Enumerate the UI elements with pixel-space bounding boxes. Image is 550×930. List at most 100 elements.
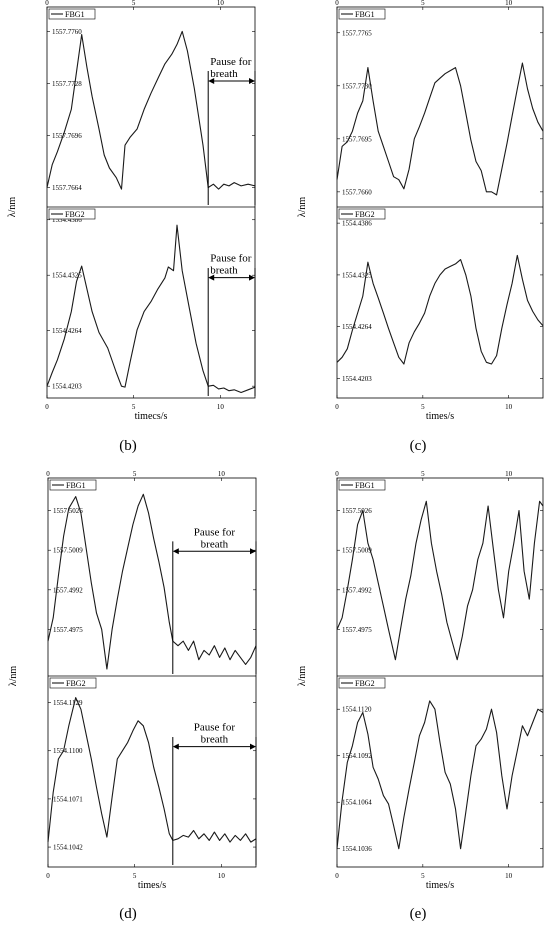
pause-arrowhead-right [250,548,256,555]
series-line-fbg1 [47,493,257,670]
y-tick-label: 1554.4264 [52,327,82,335]
legend-box [338,8,386,20]
legend-label: FBG1 [355,10,375,19]
y-tick-label: 1554.1092 [342,752,372,760]
x-tick-label: 10 [505,403,513,411]
y-tick-label: 1557.7728 [52,80,82,88]
panel-caption: (c) [410,438,427,454]
y-tick-label: 1557.7660 [342,188,372,196]
legend-box [49,479,97,491]
y-axis-label: λ/nm [297,197,308,218]
x-tick-label: 5 [133,872,137,880]
pause-arrowhead-right [249,78,255,84]
y-tick-label: 1554.4325 [342,271,372,279]
legend-label: FBG2 [355,679,375,688]
y-tick-label: 1557.4975 [342,626,372,634]
series-line-fbg1 [336,500,544,661]
y-tick-label: 1554.4203 [342,375,372,383]
x-axis-label: times/s [426,411,454,422]
y-tick-label: 1554.1100 [53,747,83,755]
pause-arrowhead-left [208,274,215,281]
annotation-line2: breath [201,538,229,550]
x-tick-label-top: 5 [132,0,136,7]
x-tick-label: 10 [505,872,513,880]
y-tick-label: 1557.4992 [342,586,372,594]
x-tick-label-top: 10 [217,0,225,7]
x-axis-label: timecs/s [135,411,168,422]
legend-label: FBG1 [66,481,86,490]
x-tick-label-top: 10 [218,470,226,478]
y-axis-label: λ/nm [8,666,19,687]
x-tick-label: 10 [217,403,225,411]
x-tick-label: 5 [421,872,425,880]
series-line-fbg2 [46,224,256,394]
y-tick-label: 1557.7760 [52,28,82,36]
x-tick-label-top: 0 [46,470,50,478]
x-tick-label: 0 [335,872,339,880]
y-tick-label: 1554.4325 [52,272,82,280]
legend-box [338,208,386,220]
series-line-fbg1 [46,30,256,190]
y-tick-label: 1557.7696 [52,132,82,140]
x-tick-label: 0 [335,403,339,411]
series-line-fbg2 [336,254,544,365]
annotation-line2: breath [210,265,238,277]
y-tick-label: 1557.7695 [342,135,372,143]
y-tick-label: 1557.7664 [52,184,82,192]
annotation-line1: Pause for [194,722,236,734]
series-line-fbg2 [336,700,544,850]
plot-frame [336,477,544,868]
panel-caption: (d) [119,906,137,922]
pause-arrowhead-left [172,743,179,750]
x-tick-label-top: 0 [45,0,49,7]
y-tick-label: 1554.4386 [52,216,82,224]
pause-arrowhead-left [208,78,215,84]
x-tick-label: 0 [45,403,49,411]
x-tick-label: 5 [421,403,425,411]
x-tick-label-top: 10 [505,470,513,478]
y-tick-label: 1557.4992 [53,586,83,594]
y-axis-label: λ/nm [7,197,18,218]
y-tick-label: 1557.7765 [342,29,372,37]
y-tick-label: 1554.1036 [342,845,372,853]
series-line-fbg1 [336,62,544,196]
y-tick-label: 1554.4264 [342,323,372,331]
legend-box [49,677,97,689]
panel-caption: (b) [119,438,137,454]
x-tick-label-top: 10 [505,0,513,7]
pause-arrowhead-right [249,274,255,281]
x-tick-label-top: 5 [421,0,425,7]
chart-e: 0 0 5 5 10 10 times/s λ/nm 1557.4975 1557.4992 155… [297,470,544,891]
pause-arrowhead-right [250,743,256,750]
y-tick-label: 1557.5009 [53,547,83,555]
annotation-line2: breath [210,68,238,80]
y-tick-label: 1557.7730 [342,82,372,90]
y-tick-label: 1554.1064 [342,799,372,807]
y-tick-label: 1554.4203 [52,383,82,391]
legend-label: FBG2 [355,210,375,219]
y-tick-label: 1557.4975 [53,626,83,634]
chart-d: 0 0 5 5 10 10 times/s λ/nm 1557.4975 1557.4992 155… [8,470,257,891]
plot-frame [336,6,544,399]
x-tick-label: 5 [132,403,136,411]
legend-box [338,479,386,491]
series-line-fbg2 [47,697,257,843]
legend-box [48,8,96,20]
x-tick-label-top: 5 [133,470,137,478]
x-tick-label-top: 5 [421,470,425,478]
annotation-line1: Pause for [194,526,236,538]
y-tick-label: 1554.1042 [53,844,83,852]
y-tick-label: 1557.5009 [342,547,372,555]
legend-label: FBG2 [65,210,85,219]
chart-c: 0 0 5 5 10 10 times/s λ/nm 1557.7660 1557.7695 155… [297,0,544,422]
legend-label: FBG1 [65,10,85,19]
chart-b: 0 0 5 5 10 10 timecs/s λ/nm 1557.7664 1557.7696 15… [7,0,256,422]
annotation-line1: Pause for [210,253,252,265]
x-tick-label-top: 0 [335,470,339,478]
y-tick-label: 1557.5026 [342,507,372,515]
y-tick-label: 1554.1071 [53,795,83,803]
legend-box [48,208,96,220]
annotation-line2: breath [201,734,229,746]
pause-arrowhead-left [172,548,179,555]
